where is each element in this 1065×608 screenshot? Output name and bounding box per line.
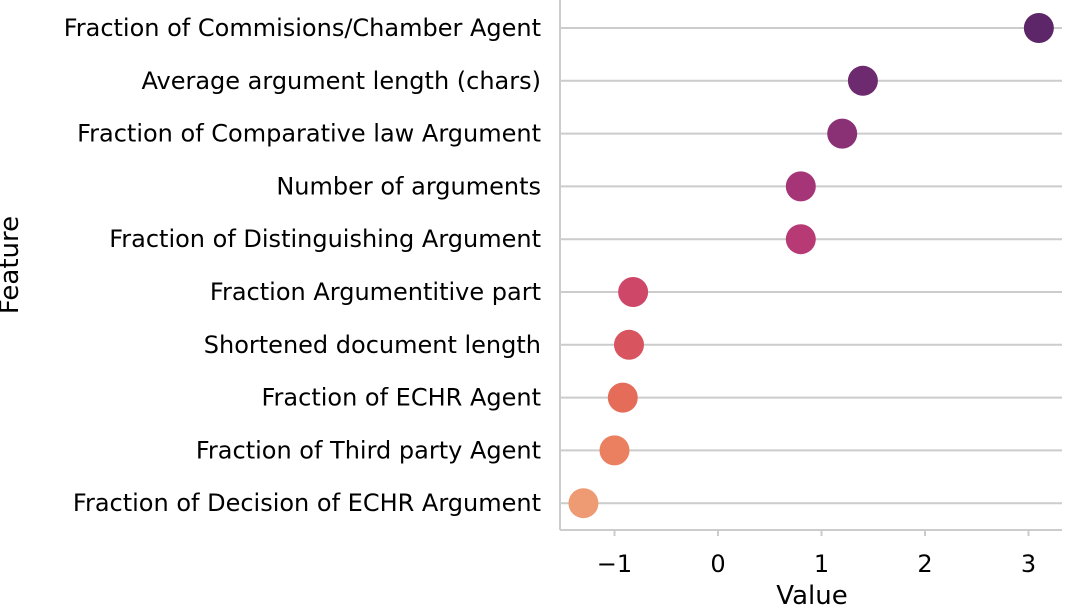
- y-axis-title: Feature: [0, 216, 25, 314]
- feature-label: Fraction of Distinguishing Argument: [109, 225, 541, 253]
- data-point: [827, 118, 858, 149]
- data-point: [613, 329, 644, 360]
- y-tick-labels: Fraction of Commisions/Chamber Agent Aver…: [64, 14, 541, 517]
- feature-label: Fraction of ECHR Agent: [261, 384, 541, 412]
- x-tick-labels: −1 0 1 2 3: [597, 530, 1036, 578]
- feature-label: Average argument length (chars): [141, 67, 541, 95]
- feature-label: Shortened document length: [204, 331, 541, 359]
- data-points: [568, 13, 1054, 519]
- data-point: [599, 435, 630, 466]
- x-axis-title: Value: [776, 581, 847, 608]
- feature-label: Fraction of Comparative law Argument: [77, 120, 541, 148]
- x-tick-label: 3: [1021, 550, 1036, 578]
- x-tick-label: 1: [814, 550, 829, 578]
- gridlines: [560, 27, 1062, 505]
- feature-label: Fraction of Decision of ECHR Argument: [73, 489, 541, 517]
- data-point: [618, 277, 649, 307]
- data-point: [568, 488, 599, 519]
- x-tick-label: 0: [710, 550, 725, 578]
- feature-label: Fraction of Third party Agent: [196, 436, 541, 464]
- x-tick-label: −1: [597, 550, 632, 578]
- feature-label: Fraction of Commisions/Chamber Agent: [64, 14, 541, 42]
- x-tick-label: 2: [917, 550, 932, 578]
- data-point: [785, 224, 816, 255]
- feature-label: Fraction Argumentitive part: [210, 278, 541, 306]
- data-point: [607, 382, 638, 413]
- data-point: [785, 171, 816, 202]
- feature-label: Number of arguments: [276, 172, 541, 200]
- data-point: [1023, 13, 1054, 43]
- data-point: [847, 65, 878, 96]
